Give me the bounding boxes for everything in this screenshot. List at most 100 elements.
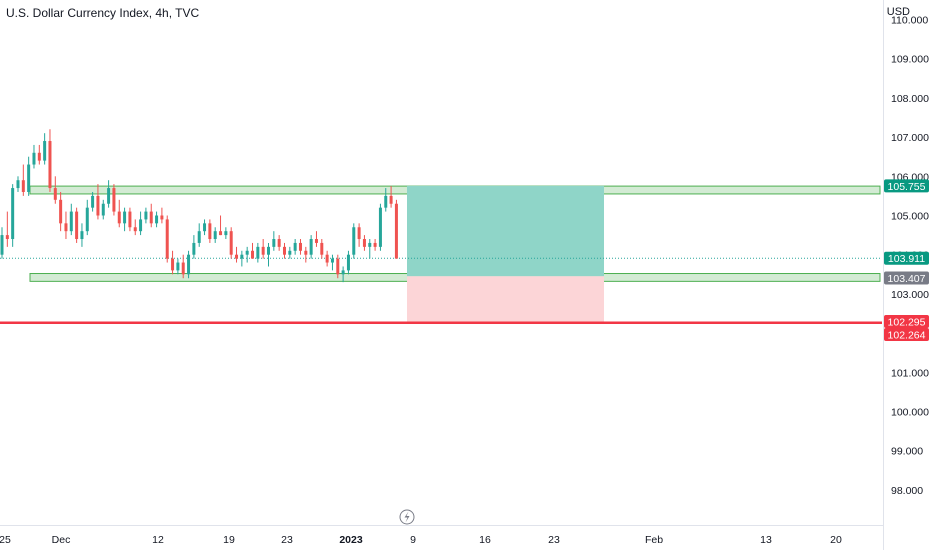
candle-body: [251, 250, 255, 259]
candle-body: [187, 254, 191, 275]
candle-body: [69, 211, 73, 232]
candle-body: [288, 250, 292, 255]
position-target-zone[interactable]: [407, 185, 604, 277]
candle-body: [357, 227, 361, 240]
y-tick-label: 110.000: [891, 15, 928, 27]
candle-body: [389, 195, 393, 204]
candle-body: [277, 239, 281, 247]
candle-body: [309, 239, 313, 255]
position-stop-zone[interactable]: [407, 276, 604, 323]
candle-body: [373, 242, 377, 247]
candle-body: [53, 188, 57, 200]
candle-body: [235, 254, 239, 259]
price-tag-label: 102.295: [888, 317, 926, 329]
y-tick-label: 99.000: [891, 446, 923, 458]
chart-title: U.S. Dollar Currency Index, 4h, TVC: [6, 6, 200, 20]
x-tick-label: Dec: [52, 534, 71, 546]
candle-body: [16, 180, 20, 189]
candle-body: [245, 250, 249, 255]
candle-body: [48, 141, 52, 189]
x-tick-label: 13: [760, 534, 772, 546]
x-tick-label: 20: [830, 534, 842, 546]
candle-body: [346, 254, 350, 271]
x-tick-label: 19: [223, 534, 235, 546]
candle-body: [27, 164, 31, 192]
candle-body: [203, 223, 207, 232]
candle-body: [123, 211, 127, 224]
y-tick-label: 100.000: [891, 407, 929, 419]
candle-body: [139, 219, 143, 232]
x-tick-label: 23: [281, 534, 293, 546]
candle-body: [378, 207, 382, 247]
candle-body: [112, 188, 116, 212]
candle-body: [197, 231, 201, 243]
x-tick-label: Feb: [645, 534, 663, 546]
candle-body: [341, 270, 345, 275]
candle-body: [176, 262, 180, 271]
candle-body: [155, 215, 159, 224]
candle-body: [219, 231, 223, 236]
price-tag-bg: [884, 271, 929, 285]
y-tick-label: 109.000: [891, 54, 929, 66]
candle-body: [261, 246, 265, 255]
candle-body: [80, 231, 84, 240]
price-tag-bg: [884, 179, 929, 193]
candle-body: [362, 239, 366, 247]
price-tag-label: 105.755: [888, 181, 926, 193]
x-tick-label: 16: [479, 534, 491, 546]
candle-body: [320, 242, 324, 255]
candle-body: [96, 195, 100, 216]
candle-body: [330, 258, 334, 263]
candle-body: [384, 195, 388, 208]
lightning-icon: [404, 511, 410, 523]
candle-body: [91, 195, 95, 208]
price-tag-label: 103.407: [888, 273, 926, 285]
price-tag-label: 102.264: [888, 330, 926, 342]
candle-body: [213, 231, 217, 240]
currency-label: USD: [886, 6, 910, 18]
candle-body: [314, 239, 318, 243]
y-tick-label: 103.000: [891, 289, 929, 301]
price-tag-bg: [884, 328, 929, 342]
candle-body: [224, 231, 228, 236]
candle-body: [5, 235, 9, 240]
candle-body: [107, 188, 111, 204]
candle-body: [43, 141, 47, 161]
price-tag-label: 103.911: [888, 253, 925, 265]
candle-body: [59, 199, 63, 224]
candle-body: [368, 242, 372, 247]
candle-body: [101, 203, 105, 216]
y-tick-label: 108.000: [891, 93, 929, 105]
candle-body: [272, 239, 276, 247]
candle-body: [229, 231, 233, 255]
candle-body: [21, 180, 25, 192]
candle-body: [149, 211, 153, 224]
candle-body: [352, 227, 356, 255]
candle-body: [32, 152, 36, 165]
candle-body: [85, 207, 89, 232]
candle-body: [117, 211, 121, 224]
candle-body: [240, 254, 244, 259]
price-tag-bg: [884, 315, 929, 329]
x-tick-label: 9: [410, 534, 416, 546]
candle-body: [304, 250, 308, 255]
candle-body: [394, 203, 398, 259]
y-tick-label: 101.000: [891, 367, 929, 379]
x-tick-label: 12: [152, 534, 164, 546]
candle-body: [325, 254, 329, 263]
candle-body: [128, 211, 132, 228]
candle-body: [171, 258, 175, 271]
y-tick-label: 98.000: [891, 485, 923, 497]
x-tick-label: 25: [0, 534, 11, 546]
x-tick-label: 23: [548, 534, 560, 546]
candle-body: [64, 223, 68, 232]
candle-body: [0, 235, 4, 255]
candle-body: [293, 242, 297, 251]
candle-body: [298, 242, 302, 251]
candle-body: [160, 215, 164, 220]
candle-body: [75, 211, 79, 240]
candle-body: [282, 246, 286, 255]
candle-body: [267, 246, 270, 255]
